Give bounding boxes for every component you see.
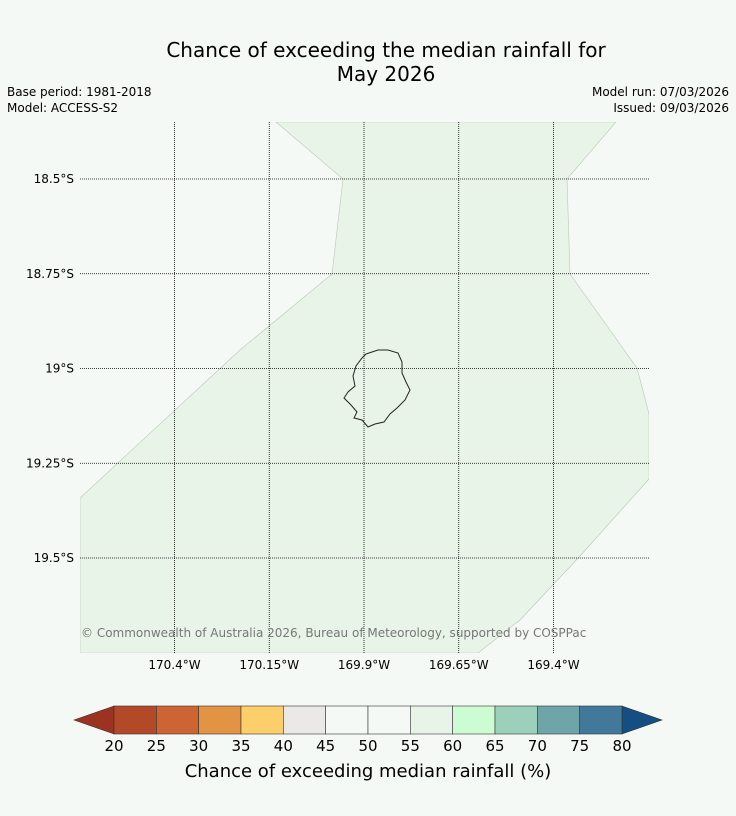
colorbar-tick-label: 75 <box>570 737 589 755</box>
colorbar: 20 25 30 35 40 45 50 55 60 65 70 75 80 <box>73 705 663 755</box>
base-period: Base period: 1981-2018 <box>7 85 152 99</box>
colorbar-tick-label: 70 <box>528 737 547 755</box>
colorbar-tick-label: 25 <box>147 737 166 755</box>
meta-right: Model run: 07/03/2026 Issued: 09/03/2026 <box>592 84 729 116</box>
forecast-region <box>80 122 649 653</box>
longitude-label: 170.15°W <box>239 658 299 672</box>
latitude-labels: 18.5°S 18.75°S 19°S 19.25°S 19.5°S <box>26 172 74 565</box>
colorbar-segment <box>325 705 369 735</box>
colorbar-segment <box>537 705 580 735</box>
colorbar-segment <box>367 705 411 735</box>
colorbar-segment <box>240 705 284 735</box>
meta-left: Base period: 1981-2018 Model: ACCESS-S2 <box>7 84 152 116</box>
latitude-label: 19°S <box>45 362 74 376</box>
model-name: Model: ACCESS-S2 <box>7 101 119 115</box>
latitude-label: 19.25°S <box>26 456 74 470</box>
colorbar-tick-label: 30 <box>189 737 208 755</box>
graticule <box>80 122 649 653</box>
model-run: Model run: 07/03/2026 <box>591 85 729 99</box>
map-title: Chance of exceeding the median rainfall … <box>0 38 736 86</box>
colorbar-tick-label: 35 <box>231 737 250 755</box>
longitude-label: 169.4°W <box>527 658 579 672</box>
colorbar-extend-high <box>621 705 663 735</box>
colorbar-segment <box>198 705 242 735</box>
colorbar-tick-label: 55 <box>401 737 420 755</box>
colorbar-segment <box>156 705 199 735</box>
longitude-label: 170.4°W <box>148 658 200 672</box>
longitude-labels: 170.4°W 170.15°W 169.9°W 169.65°W 169.4°W <box>148 658 579 672</box>
latitude-label: 18.75°S <box>26 267 74 281</box>
colorbar-segment <box>410 705 453 735</box>
colorbar-tick-label: 80 <box>612 737 631 755</box>
colorbar-segment <box>283 705 326 735</box>
colorbar-label: Chance of exceeding median rainfall (%) <box>184 761 552 782</box>
longitude-label: 169.9°W <box>338 658 390 672</box>
issued-date: Issued: 09/03/2026 <box>613 101 729 115</box>
colorbar-tick-label: 60 <box>443 737 462 755</box>
latitude-label: 18.5°S <box>34 172 74 186</box>
longitude-label: 169.65°W <box>429 658 489 672</box>
colorbar-segment <box>113 705 157 735</box>
copyright-text: © Commonwealth of Australia 2026, Bureau… <box>81 626 586 640</box>
colorbar-tick-label: 40 <box>274 737 293 755</box>
latitude-label: 19.5°S <box>34 551 74 565</box>
colorbar-tick-label: 45 <box>316 737 335 755</box>
title-line-2: May 2026 <box>336 62 436 86</box>
niue-island-outline <box>343 349 411 428</box>
title-line-1: Chance of exceeding the median rainfall … <box>166 38 606 62</box>
map-area <box>80 122 649 653</box>
colorbar-tick-label: 50 <box>358 737 377 755</box>
colorbar-segment <box>579 705 623 735</box>
colorbar-extend-low <box>73 705 115 735</box>
colorbar-segment <box>452 705 496 735</box>
colorbar-tick-label: 20 <box>104 737 123 755</box>
colorbar-segment <box>494 705 538 735</box>
colorbar-tick-label: 65 <box>485 737 504 755</box>
